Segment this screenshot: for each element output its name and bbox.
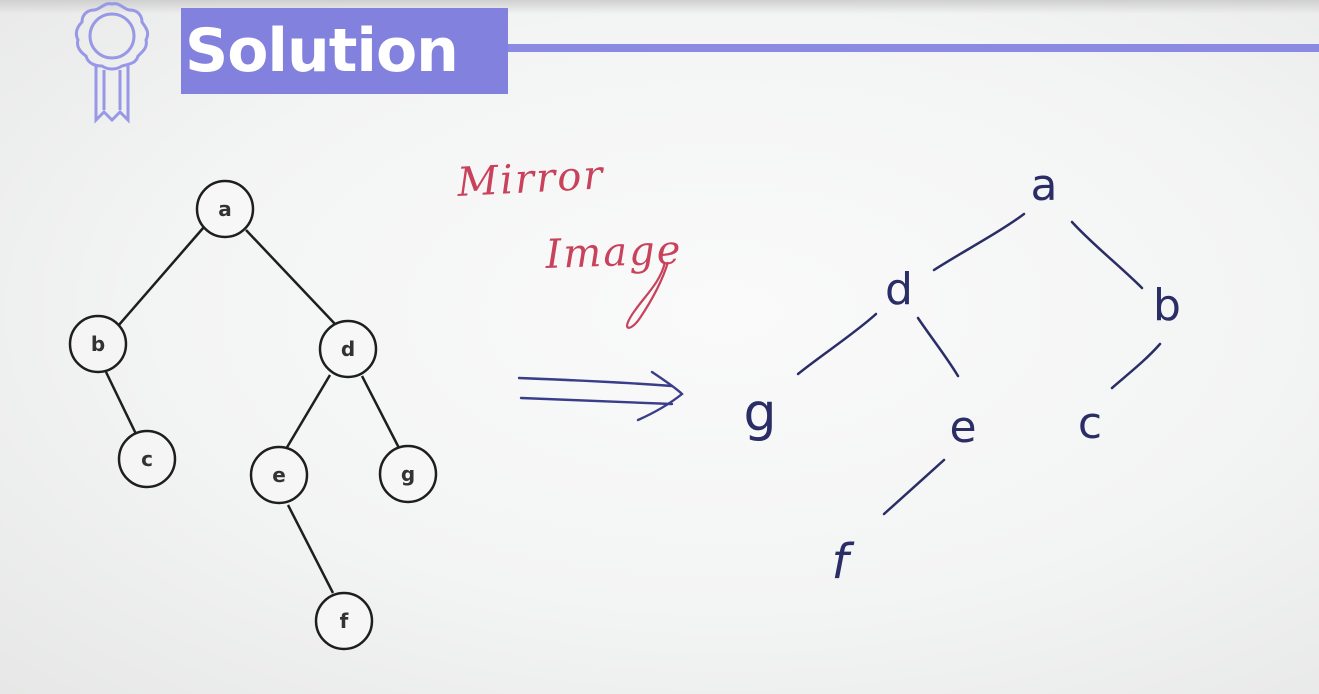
original-edge-e-f	[286, 504, 335, 594]
award-ribbon-icon	[74, 2, 150, 124]
mirrored-edge-d-e	[916, 316, 960, 378]
original-tree	[104, 226, 401, 594]
mirrored-node-a: a	[1031, 160, 1058, 211]
original-node-e-label: e	[272, 463, 286, 487]
original-node-a-label: a	[218, 197, 232, 221]
original-edge-d-g	[360, 375, 401, 449]
mirrored-node-g: g	[743, 383, 776, 443]
page-title: Solution	[181, 8, 508, 94]
mirrored-node-c: c	[1078, 398, 1102, 449]
original-node-d-label: d	[341, 337, 355, 361]
mirrored-tree	[796, 212, 1162, 516]
original-edge-a-d	[245, 229, 336, 325]
annotation-line2: Image	[544, 227, 683, 278]
original-node-b: b	[68, 314, 128, 374]
mirrored-edge-e-f	[882, 458, 946, 516]
original-node-b-label: b	[91, 332, 105, 356]
original-node-e: e	[249, 445, 309, 505]
mirror-image-annotation: Mirror Image	[455, 152, 683, 329]
original-edge-d-e	[284, 374, 332, 450]
original-edge-b-c	[104, 371, 138, 435]
original-node-f: f	[314, 591, 374, 651]
annotation-g-descender	[625, 261, 670, 329]
original-node-f-label: f	[340, 609, 349, 633]
mirrored-node-d: d	[885, 264, 913, 315]
mirrored-edge-a-b	[1070, 220, 1144, 290]
original-node-g-label: g	[401, 462, 415, 486]
original-node-a: a	[195, 179, 255, 239]
mirrored-node-e: e	[949, 402, 976, 453]
mirrored-edge-b-c	[1110, 342, 1162, 390]
mirrored-edge-d-g	[796, 312, 878, 376]
title-underline	[508, 44, 1319, 52]
mirrored-edge-a-d	[932, 212, 1026, 272]
original-node-c: c	[117, 429, 177, 489]
mirrored-node-b: b	[1153, 280, 1181, 331]
original-node-c-label: c	[141, 447, 153, 471]
original-node-g: g	[378, 444, 438, 504]
original-edge-a-b	[117, 226, 205, 327]
mirrored-node-f: f	[832, 534, 855, 590]
annotation-line1: Mirror	[455, 152, 606, 206]
original-node-d: d	[318, 319, 378, 379]
double-arrow-right-icon	[517, 370, 684, 422]
